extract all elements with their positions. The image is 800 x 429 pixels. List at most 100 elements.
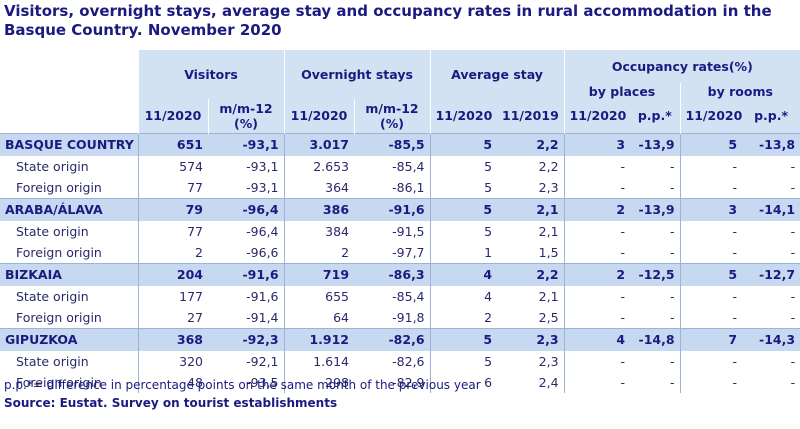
col-header: 11/2020 — [429, 99, 498, 133]
table-cell: -13,9 — [630, 132, 681, 156]
table-cell: -93,5 — [246, 374, 279, 390]
header-by-places: by places — [563, 83, 681, 99]
table-cell: 5 — [429, 176, 498, 198]
footnote: p.p.*= difference in percentage points o… — [4, 378, 481, 392]
table-cell: - — [563, 306, 631, 328]
corner-cell — [0, 50, 138, 133]
table-cell: 386 — [283, 197, 355, 221]
table-row: State origin 77 -96,4 384 -91,5 5 2,1- - - - — [0, 220, 800, 242]
col-header: 11/2020 — [563, 99, 631, 133]
table-cell: 368 — [137, 327, 208, 351]
table-row: Foreign origin 27 -91,4 64 -91,8 2 2,5- - - - — [0, 306, 800, 328]
table-cell: 364 — [283, 176, 355, 198]
row-label: State origin — [16, 353, 89, 369]
table-cell: - — [790, 353, 796, 369]
table-cell: 2 — [429, 306, 498, 328]
table-cell: 5 — [429, 197, 498, 221]
table-cell: -97,7 — [392, 244, 425, 260]
table-cell: - — [563, 155, 631, 177]
table-cell: - — [790, 288, 796, 304]
table-cell: - — [679, 306, 743, 328]
col-header: m/m-12 (%) — [353, 99, 431, 133]
table-cell: -85,4 — [392, 158, 425, 174]
table-cell: -82,6 — [392, 353, 425, 369]
table-cell: - — [679, 220, 743, 242]
table-cell: -91,5 — [392, 223, 425, 239]
table-cell: 3 — [563, 132, 631, 156]
table-cell: -85,4 — [392, 288, 425, 304]
table-cell: 6 — [429, 371, 498, 393]
table-cell: -14,1 — [742, 197, 800, 221]
row-label: State origin — [16, 288, 89, 304]
data-table: Visitors Overnight stays Average stay Oc… — [0, 50, 800, 393]
table-cell: - — [563, 176, 631, 198]
table-cell: -86,1 — [392, 179, 425, 195]
table-cell: - — [563, 220, 631, 242]
header-visitors: Visitors — [137, 50, 285, 99]
table-cell: - — [670, 374, 675, 390]
table-cell: 5 — [679, 132, 743, 156]
table-cell: 4 — [429, 285, 498, 307]
row-label: State origin — [16, 158, 89, 174]
row-label: Foreign origin — [16, 179, 102, 195]
table-cell: 5 — [429, 327, 498, 351]
table-cell: 4 — [563, 327, 631, 351]
table-cell: - — [679, 241, 743, 263]
table-cell: 77 — [137, 220, 208, 242]
table-body: BASQUE COUNTRY 651 -93,1 3.017 -85,5 5 2,2 3 -13… — [0, 132, 800, 393]
table-cell: 1.614 — [283, 350, 355, 372]
table-cell: 2,3 — [497, 327, 565, 351]
table-cell: 5 — [429, 220, 498, 242]
col-header: 11/2019 — [497, 99, 565, 133]
table-cell: 1 — [429, 241, 498, 263]
source-note: Source: Eustat. Survey on tourist establ… — [4, 396, 338, 410]
table-cell: -96,6 — [246, 244, 279, 260]
table-cell: 2 — [137, 241, 208, 263]
table-cell: 655 — [283, 285, 355, 307]
table-cell: -93,1 — [246, 179, 279, 195]
table-cell: -91,8 — [392, 309, 425, 325]
col-header: 11/2020 — [137, 99, 208, 133]
table-cell: 2,3 — [538, 179, 559, 195]
table-cell: 79 — [137, 197, 208, 221]
table-cell: -92,1 — [246, 353, 279, 369]
table-cell: 5 — [429, 132, 498, 156]
table-cell: - — [790, 158, 796, 174]
table-cell: - — [679, 350, 743, 372]
table-cell: -82,9 — [392, 374, 425, 390]
row-label: BIZKAIA — [0, 262, 138, 286]
table-cell: 27 — [137, 306, 208, 328]
table-cell: 574 — [137, 155, 208, 177]
col-header: m/m-12 (%) — [207, 99, 285, 133]
table-cell: - — [670, 288, 675, 304]
row-label: Foreign origin — [16, 244, 102, 260]
table-cell: 77 — [137, 176, 208, 198]
table-cell: - — [790, 374, 796, 390]
table-cell: 64 — [283, 306, 355, 328]
table-cell: 2,5 — [538, 309, 559, 325]
region-row: ARABA/ÁLAVA 79 -96,4 386 -91,6 5 2,1 2 -13,9 3 -14… — [0, 197, 800, 221]
table-cell: -86,3 — [354, 262, 431, 286]
table-cell: - — [670, 158, 675, 174]
table-cell: 2,1 — [538, 223, 559, 239]
table-cell: 7 — [679, 327, 743, 351]
table-cell: 177 — [137, 285, 208, 307]
table-title: Visitors, overnight stays, average stay … — [4, 2, 772, 39]
table-cell: - — [679, 176, 743, 198]
col-header: p.p.* — [630, 99, 681, 133]
table-cell: - — [670, 179, 675, 195]
table-cell: -91,6 — [354, 197, 431, 221]
header-occupancy: Occupancy rates(%) — [563, 50, 800, 83]
table-cell: -13,8 — [742, 132, 800, 156]
table-row: State origin 177 -91,6 655 -85,4 4 2,1- - - - — [0, 285, 800, 307]
table-row: State origin 320 -92,1 1.614 -82,6 5 2,3- - - - — [0, 350, 800, 372]
table-cell: 204 — [137, 262, 208, 286]
region-row: BASQUE COUNTRY 651 -93,1 3.017 -85,5 5 2,2 3 -13… — [0, 132, 800, 156]
table-cell: 2.653 — [283, 155, 355, 177]
region-row: BIZKAIA 204 -91,6 719 -86,3 4 2,2 2 -12,5 5 -12,7 — [0, 262, 800, 286]
table-cell: - — [670, 353, 675, 369]
table-cell: 3 — [679, 197, 743, 221]
table-cell: - — [563, 350, 631, 372]
table-cell: -91,6 — [208, 262, 285, 286]
